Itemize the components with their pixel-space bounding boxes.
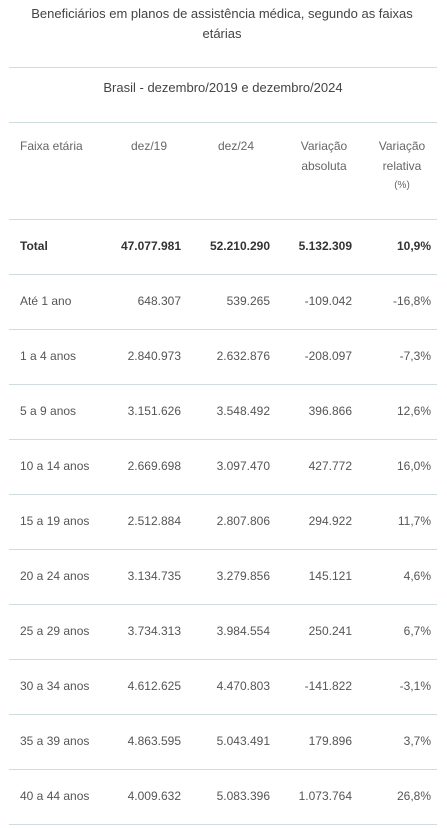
- dez19-cell: 47.077.981: [120, 239, 181, 253]
- faixa-etaria-cell: 40 a 44 anos: [20, 789, 90, 803]
- row-divider: [9, 329, 437, 330]
- header-variacao-relativa-line1: Variação: [378, 139, 426, 153]
- faixa-etaria-cell: Total: [20, 239, 48, 253]
- dez19-cell: 3.734.313: [127, 624, 181, 638]
- variacao-absoluta-cell: 396.866: [308, 404, 352, 418]
- table-row: 10 a 14 anos 2.669.698 3.097.470 427.772 16,…: [9, 440, 437, 495]
- header-variacao-absoluta-line2: absoluta: [301, 159, 347, 173]
- faixa-etaria-cell: 35 a 39 anos: [20, 734, 90, 748]
- dez24-cell: 3.097.470: [216, 459, 270, 473]
- dez19-cell: 2.669.698: [127, 459, 181, 473]
- variacao-relativa-cell: 6,7%: [403, 624, 431, 638]
- table-row: 5 a 9 anos 3.151.626 3.548.492 396.866 12,6%: [9, 385, 437, 440]
- variacao-absoluta-cell: 294.922: [308, 514, 352, 528]
- header-faixa-etaria: Faixa etária: [20, 139, 83, 153]
- dez24-cell: 539.265: [226, 294, 270, 308]
- dez24-cell: 3.984.554: [216, 624, 270, 638]
- dez24-cell: 5.083.396: [216, 789, 270, 803]
- variacao-relativa-cell: 10,9%: [396, 239, 431, 253]
- table-row: Até 1 ano 648.307 539.265 -109.042 -16,8%: [9, 275, 437, 330]
- dez24-cell: 3.279.856: [216, 569, 270, 583]
- faixa-etaria-cell: 25 a 29 anos: [20, 624, 90, 638]
- dez19-cell: 3.134.735: [127, 569, 181, 583]
- row-divider: [9, 219, 437, 220]
- table-row: 15 a 19 anos 2.512.884 2.807.806 294.922 11,…: [9, 495, 437, 550]
- variacao-relativa-cell: -7,3%: [399, 349, 431, 363]
- variacao-absoluta-cell: 179.896: [308, 734, 352, 748]
- table-row: 40 a 44 anos 4.009.632 5.083.396 1.073.764 2…: [9, 770, 437, 825]
- faixa-etaria-cell: 10 a 14 anos: [20, 459, 90, 473]
- row-divider: [9, 274, 437, 275]
- row-divider: [9, 824, 437, 825]
- table-row: 35 a 39 anos 4.863.595 5.043.491 179.896 3,7…: [9, 715, 437, 770]
- variacao-relativa-cell: 11,7%: [397, 514, 431, 528]
- row-divider: [9, 714, 437, 715]
- faixa-etaria-cell: 30 a 34 anos: [20, 679, 90, 693]
- dez24-cell: 4.470.803: [216, 679, 270, 693]
- dez24-cell: 3.548.492: [216, 404, 270, 418]
- row-divider: [9, 769, 437, 770]
- table-row: 20 a 24 anos 3.134.735 3.279.856 145.121 4,6…: [9, 550, 437, 605]
- faixa-etaria-cell: Até 1 ano: [20, 294, 72, 308]
- variacao-absoluta-cell: 250.241: [308, 624, 352, 638]
- dez19-cell: 648.307: [137, 294, 181, 308]
- variacao-relativa-cell: 12,6%: [396, 404, 431, 418]
- header-variacao-absoluta: Variação absoluta: [296, 136, 352, 176]
- variacao-relativa-cell: -3,1%: [399, 679, 431, 693]
- header-variacao-relativa-line3: (%): [394, 180, 410, 191]
- dez24-cell: 2.632.876: [216, 349, 270, 363]
- variacao-absoluta-cell: 145.121: [308, 569, 352, 583]
- faixa-etaria-cell: 20 a 24 anos: [20, 569, 90, 583]
- header-variacao-relativa-line2: relativa: [382, 159, 422, 173]
- divider: [9, 122, 437, 123]
- row-divider: [9, 384, 437, 385]
- header-dez24: dez/24: [218, 139, 255, 153]
- variacao-relativa-cell: 4,6%: [403, 569, 431, 583]
- table-row-total: Total 47.077.981 52.210.290 5.132.309 10,9%: [9, 220, 437, 275]
- variacao-relativa-cell: -16,8%: [392, 294, 431, 308]
- faixa-etaria-cell: 1 a 4 anos: [20, 349, 77, 363]
- dez19-cell: 2.512.884: [127, 514, 181, 528]
- variacao-relativa-cell: 26,8%: [396, 789, 431, 803]
- dez24-cell: 5.043.491: [216, 734, 270, 748]
- variacao-absoluta-cell: 1.073.764: [298, 789, 352, 803]
- row-divider: [9, 494, 437, 495]
- variacao-absoluta-cell: -141.822: [304, 679, 352, 693]
- divider: [9, 67, 437, 68]
- variacao-relativa-cell: 3,7%: [403, 734, 431, 748]
- table-row: 25 a 29 anos 3.734.313 3.984.554 250.241 6,7…: [9, 605, 437, 660]
- faixa-etaria-cell: 5 a 9 anos: [20, 404, 77, 418]
- row-divider: [9, 439, 437, 440]
- row-divider: [9, 604, 437, 605]
- row-divider: [9, 659, 437, 660]
- table-subtitle: Brasil - dezembro/2019 e dezembro/2024: [103, 80, 343, 95]
- dez19-cell: 4.863.595: [127, 734, 181, 748]
- dez24-cell: 2.807.806: [216, 514, 270, 528]
- dez19-cell: 2.840.973: [127, 349, 181, 363]
- variacao-absoluta-cell: 427.772: [308, 459, 352, 473]
- header-dez19: dez/19: [131, 139, 168, 153]
- table-row: 30 a 34 anos 4.612.625 4.470.803 -141.822 -3…: [9, 660, 437, 715]
- header-variacao-relativa: Variação relativa (%): [374, 136, 430, 196]
- variacao-relativa-cell: 16,0%: [396, 459, 431, 473]
- header-variacao-absoluta-line1: Variação: [300, 139, 348, 153]
- variacao-absoluta-cell: 5.132.309: [298, 239, 352, 253]
- variacao-absoluta-cell: -208.097: [304, 349, 352, 363]
- table-title: Beneficiários em planos de assistência m…: [31, 6, 413, 41]
- dez19-cell: 4.009.632: [127, 789, 181, 803]
- dez19-cell: 3.151.626: [127, 404, 181, 418]
- dez19-cell: 4.612.625: [127, 679, 181, 693]
- faixa-etaria-cell: 15 a 19 anos: [20, 514, 90, 528]
- dez24-cell: 52.210.290: [209, 239, 270, 253]
- row-divider: [9, 549, 437, 550]
- variacao-absoluta-cell: -109.042: [304, 294, 352, 308]
- table-row: 1 a 4 anos 2.840.973 2.632.876 -208.097 -7,3…: [9, 330, 437, 385]
